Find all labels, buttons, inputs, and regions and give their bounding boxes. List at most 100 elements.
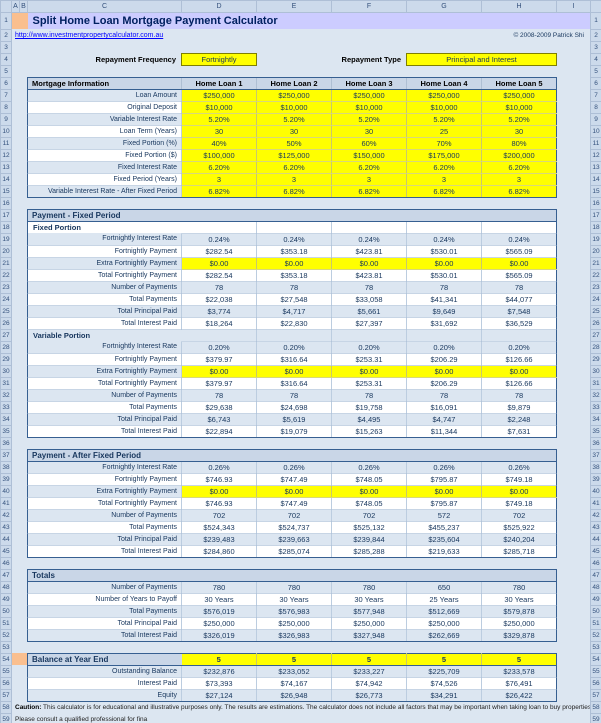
value-cell[interactable]: $284,860 [181,545,257,558]
row-number[interactable]: 14 [0,172,12,186]
value-cell[interactable]: $4,495 [331,413,407,426]
value-cell[interactable]: 0.20% [181,341,257,354]
value-cell[interactable]: 30 Years [481,593,557,606]
value-cell[interactable]: 702 [481,509,557,522]
value-cell[interactable]: 702 [181,509,257,522]
value-cell[interactable]: $22,894 [181,425,257,438]
input-cell[interactable]: $0.00 [331,365,407,378]
row-number[interactable]: 54 [0,652,12,666]
input-cell[interactable]: 50% [256,137,332,150]
value-cell[interactable]: $565.09 [481,245,557,258]
value-cell[interactable]: $76,491 [481,677,557,690]
input-cell[interactable]: $250,000 [331,89,407,102]
value-cell[interactable]: $329,878 [481,629,557,642]
value-cell[interactable]: 0.26% [331,461,407,474]
row-number[interactable]: 33 [0,400,12,414]
value-cell[interactable]: $250,000 [256,617,332,630]
column-letter-e[interactable]: E [256,0,332,13]
value-cell[interactable]: 78 [481,281,557,294]
input-cell[interactable]: $10,000 [331,101,407,114]
column-letter-a[interactable]: A [11,0,20,13]
input-cell[interactable]: 6.20% [256,161,332,174]
row-number[interactable]: 22 [0,268,12,282]
value-cell[interactable]: $7,548 [481,305,557,318]
value-cell[interactable]: $19,079 [256,425,332,438]
value-cell[interactable]: $5,619 [256,413,332,426]
value-cell[interactable]: $4,747 [406,413,482,426]
loan-column-header[interactable]: Home Loan 4 [406,76,482,90]
value-cell[interactable]: $795.87 [406,473,482,486]
value-cell[interactable]: $22,038 [181,293,257,306]
input-cell[interactable]: 25 [406,125,482,138]
value-cell[interactable]: $747.49 [256,497,332,510]
value-cell[interactable]: $206.29 [406,377,482,390]
row-number[interactable]: 12 [0,148,12,162]
value-cell[interactable]: $239,483 [181,533,257,546]
value-cell[interactable]: $9,649 [406,305,482,318]
row-number[interactable]: 16 [0,196,12,210]
value-cell[interactable]: 78 [406,389,482,402]
value-cell[interactable]: $253.31 [331,353,407,366]
row-number[interactable]: 47 [0,568,12,582]
row-number[interactable]: 24 [0,292,12,306]
value-cell[interactable]: 0.24% [181,233,257,246]
input-cell[interactable]: 3 [406,173,482,186]
empty-cell[interactable] [256,221,332,234]
value-cell[interactable]: $44,077 [481,293,557,306]
input-cell[interactable]: 30 [256,125,332,138]
row-number[interactable]: 25 [0,304,12,318]
empty-cell[interactable] [406,329,482,342]
value-cell[interactable]: $24,698 [256,401,332,414]
value-cell[interactable]: 780 [256,581,332,594]
row-number[interactable]: 44 [0,532,12,546]
row-number[interactable]: 38 [0,460,12,474]
row-number[interactable]: 43 [0,520,12,534]
value-cell[interactable]: $34,291 [406,689,482,702]
value-cell[interactable]: $576,983 [256,605,332,618]
value-cell[interactable]: $16,091 [406,401,482,414]
input-cell[interactable]: $125,000 [256,149,332,162]
value-cell[interactable]: 30 Years [331,593,407,606]
value-cell[interactable]: $5,661 [331,305,407,318]
row-number[interactable]: 8 [0,100,12,114]
input-cell[interactable]: $10,000 [481,101,557,114]
column-letter-g[interactable]: G [406,0,482,13]
value-cell[interactable]: 78 [181,281,257,294]
input-cell[interactable]: 6.82% [331,185,407,198]
input-cell[interactable]: 80% [481,137,557,150]
value-cell[interactable]: 0.24% [406,233,482,246]
input-cell[interactable]: 5.20% [331,113,407,126]
row-number[interactable]: 23 [0,280,12,294]
value-cell[interactable]: $316.64 [256,377,332,390]
value-cell[interactable]: $746.93 [181,473,257,486]
input-cell[interactable]: $150,000 [331,149,407,162]
row-number[interactable]: 26 [0,316,12,330]
column-letter-f[interactable]: F [331,0,407,13]
input-cell[interactable]: $10,000 [406,101,482,114]
input-cell[interactable]: 40% [181,137,257,150]
row-number[interactable]: 42 [0,508,12,522]
row-number[interactable]: 19 [0,232,12,246]
column-letter-i[interactable]: I [556,0,591,13]
value-cell[interactable]: 702 [331,509,407,522]
value-cell[interactable]: $327,948 [331,629,407,642]
repayment-type-input[interactable]: Principal and Interest [406,52,557,66]
row-number[interactable]: 3 [0,40,12,54]
value-cell[interactable]: $379.97 [181,377,257,390]
value-cell[interactable]: $525,922 [481,521,557,534]
row-number[interactable]: 41 [0,496,12,510]
value-cell[interactable]: 78 [331,281,407,294]
input-cell[interactable]: 3 [481,173,557,186]
year-input-cell[interactable]: 5 [331,652,407,666]
row-number[interactable]: 11 [0,136,12,150]
value-cell[interactable]: $525,132 [331,521,407,534]
empty-cell[interactable] [181,221,257,234]
value-cell[interactable]: $4,717 [256,305,332,318]
value-cell[interactable]: 650 [406,581,482,594]
value-cell[interactable]: $748.05 [331,473,407,486]
row-number[interactable]: 9 [0,112,12,126]
value-cell[interactable]: $11,344 [406,425,482,438]
value-cell[interactable]: $316.64 [256,353,332,366]
value-cell[interactable]: $126.66 [481,353,557,366]
loan-column-header[interactable]: Home Loan 3 [331,76,407,90]
